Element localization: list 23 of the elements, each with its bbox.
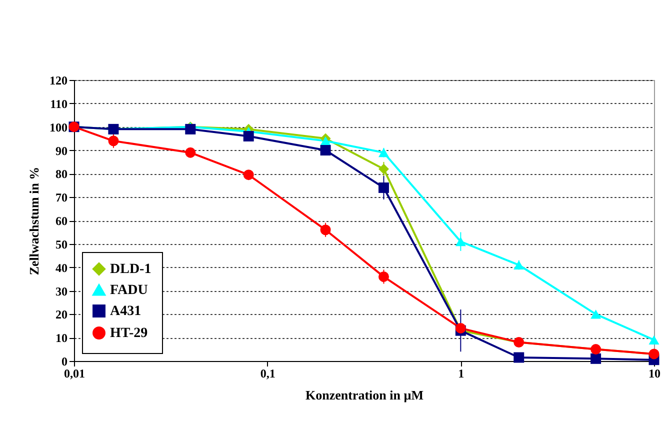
legend-label: HT-29 (110, 326, 148, 341)
y-tick-label: 50 (56, 237, 68, 252)
y-tick-label: 20 (56, 308, 68, 322)
y-tick-label: 120 (50, 74, 68, 88)
y-tick-label: 90 (56, 144, 68, 158)
y-tick-label: 80 (56, 167, 68, 182)
y-tick-label: 40 (56, 260, 68, 275)
legend-label: FADU (110, 283, 148, 298)
legend-label: A431 (110, 304, 142, 319)
y-axis-title: Zellwachstum in % (26, 166, 42, 276)
y-tick-label: 110 (50, 96, 68, 111)
y-tick-label: 30 (56, 284, 68, 298)
y-tick-label: 100 (50, 120, 68, 134)
y-tick-label: 10 (56, 331, 68, 346)
x-tick-label: 10 (648, 366, 660, 380)
x-axis-title: Konzentration in µM (306, 388, 424, 402)
legend-label: DLD-1 (110, 262, 152, 277)
x-tick-label: 0,1 (260, 366, 276, 380)
y-tick-label: 70 (56, 190, 68, 205)
y-tick-label: 60 (56, 214, 68, 228)
x-tick-label: 0,01 (64, 366, 85, 380)
x-tick-label: 1 (458, 366, 464, 380)
y-tick-label: 0 (62, 354, 68, 368)
